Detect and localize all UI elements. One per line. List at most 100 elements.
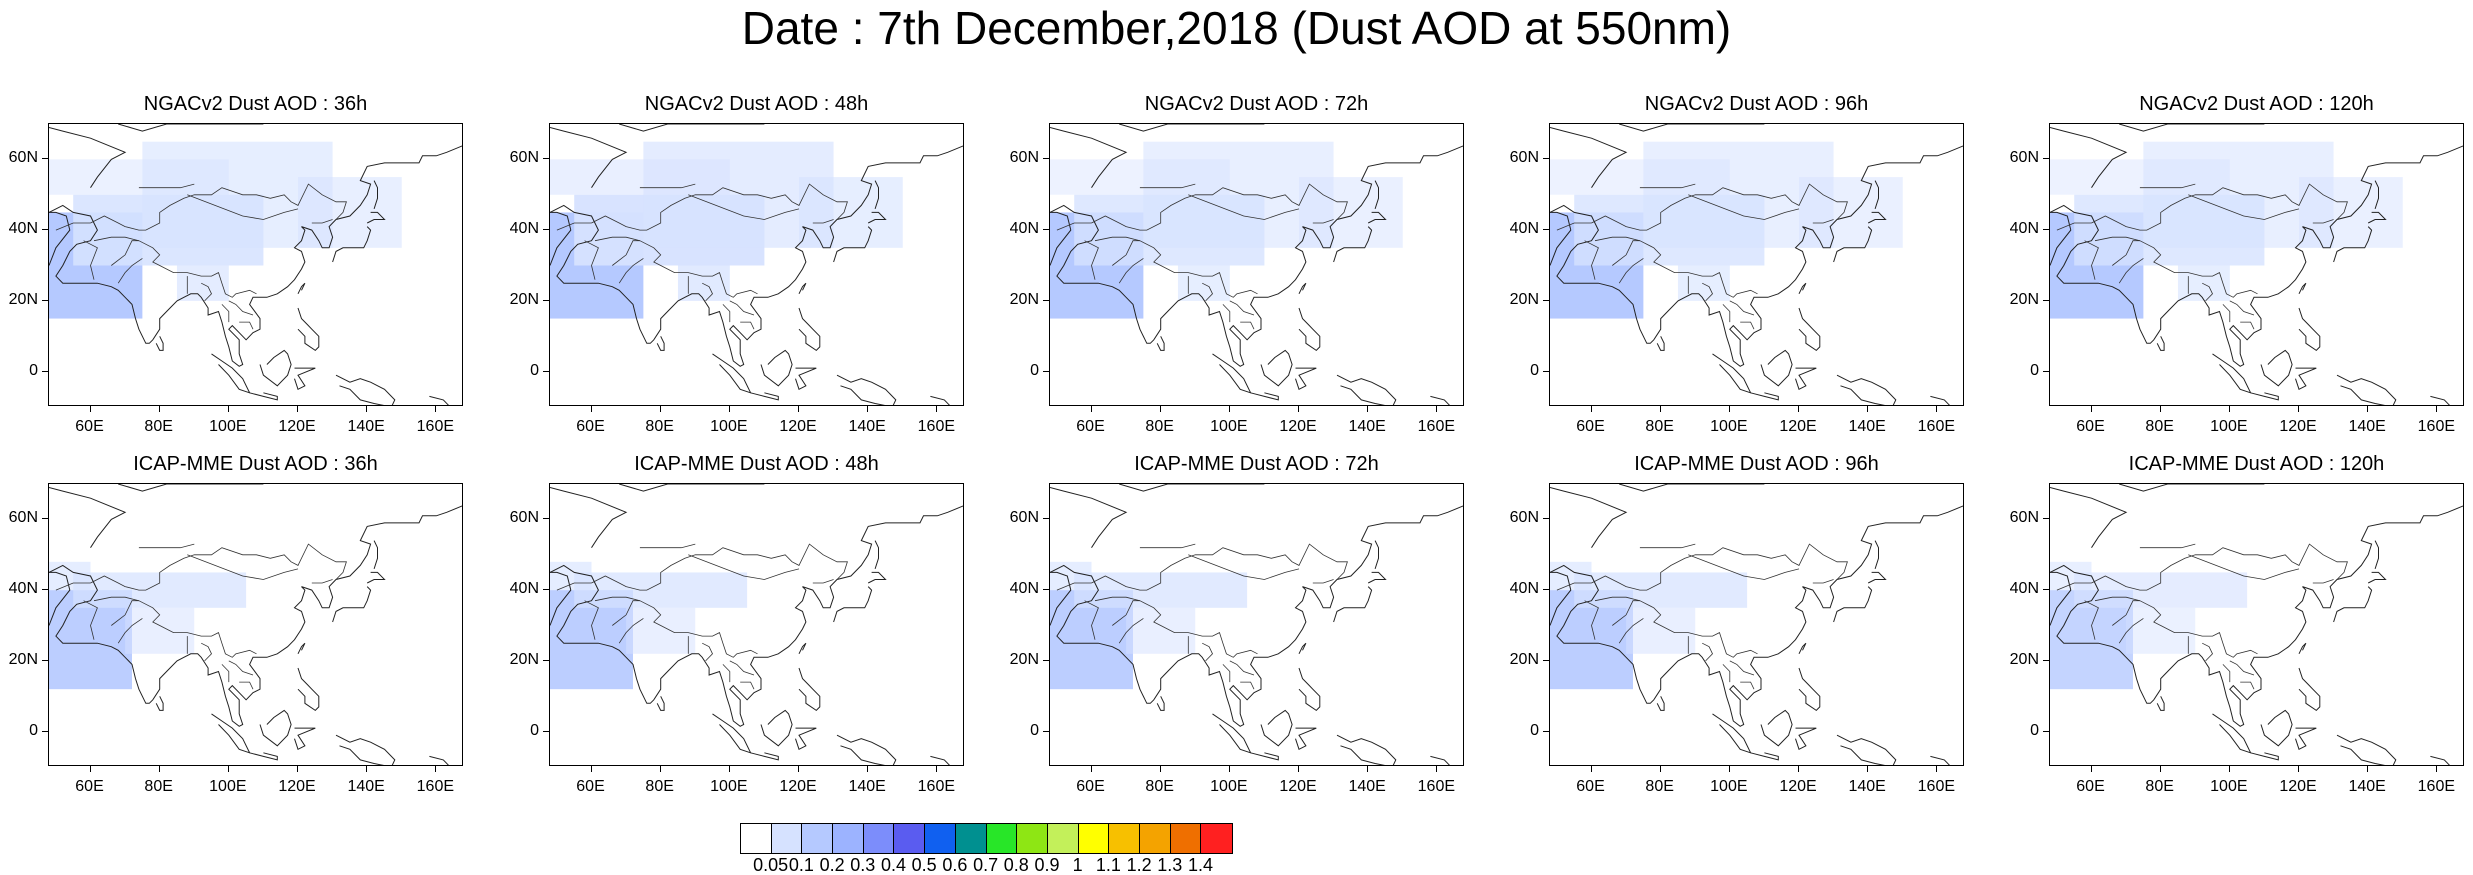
coastline — [1156, 336, 1165, 351]
country-border — [2202, 642, 2213, 662]
coastline — [429, 755, 449, 765]
country-border — [812, 219, 834, 224]
coastline — [49, 487, 127, 548]
longitude-tick-mark — [728, 766, 730, 772]
latitude-tick-mark — [42, 518, 48, 520]
latitude-tick-mark — [1043, 589, 1049, 591]
longitude-tick-label: 140E — [347, 418, 385, 435]
coastline — [1874, 540, 1879, 570]
country-border — [111, 600, 139, 626]
longitude-tick-mark — [2228, 406, 2230, 412]
country-border — [584, 240, 599, 280]
country-border — [138, 543, 195, 549]
coastline — [2336, 374, 2397, 405]
longitude-tick-label: 60E — [2076, 418, 2105, 435]
country-border — [1740, 321, 1755, 330]
latitude-tick-label: 0 — [1530, 721, 1539, 739]
longitude-tick-mark — [89, 406, 91, 412]
longitude-tick-mark — [1590, 766, 1592, 772]
latitude-tick-mark — [543, 659, 549, 661]
latitude-tick-label: 40N — [2009, 220, 2039, 238]
country-border — [187, 554, 299, 580]
latitude-tick-label: 20N — [1009, 650, 1039, 668]
map-svg — [550, 484, 963, 765]
coastline — [2050, 127, 2128, 188]
longitude-tick-mark — [2228, 766, 2230, 772]
country-border — [1312, 579, 1334, 584]
longitude-tick-mark — [2090, 406, 2092, 412]
coastline — [795, 367, 817, 391]
colorbar-box — [863, 824, 895, 853]
longitude-tick-mark — [1367, 766, 1369, 772]
coastline — [1550, 505, 1963, 727]
country-border — [1594, 236, 1758, 298]
coastline — [1250, 752, 1279, 761]
longitude-tick-label: 140E — [2348, 778, 2386, 795]
country-border — [688, 554, 800, 580]
longitude-tick-mark — [1728, 406, 1730, 412]
coastline — [259, 709, 292, 747]
coastline — [49, 127, 127, 188]
longitude-tick-label: 140E — [1348, 778, 1386, 795]
coastline — [1336, 374, 1397, 405]
country-border — [2202, 282, 2213, 302]
coastline — [1798, 282, 1807, 295]
latitude-tick-mark — [1043, 158, 1049, 160]
longitude-tick-mark — [2298, 766, 2299, 772]
latitude-tick-mark — [2043, 589, 2049, 591]
longitude-tick-label: 160E — [1917, 778, 1956, 795]
country-border — [702, 642, 713, 662]
country-border — [1091, 183, 1348, 231]
coastline — [750, 752, 779, 761]
country-border — [556, 222, 592, 231]
coastline — [550, 505, 963, 727]
figure-title: Date : 7th December,2018 (Dust AOD at 55… — [741, 2, 1732, 54]
country-border — [201, 282, 212, 302]
longitude-tick-label: 160E — [2417, 418, 2456, 435]
coastline — [1836, 734, 1897, 765]
longitude-tick-mark — [158, 766, 160, 772]
latitude-tick-label: 0 — [1030, 721, 1039, 739]
coastline — [2050, 505, 2463, 727]
longitude-tick-mark — [227, 406, 229, 412]
coastline — [294, 727, 316, 751]
longitude-tick-mark — [867, 406, 869, 412]
coastline — [2367, 571, 2387, 584]
colorbar-box — [955, 824, 987, 853]
coastline — [1212, 353, 1252, 394]
country-border — [117, 618, 143, 644]
coastline — [1712, 713, 1752, 754]
latitude-tick-mark — [1043, 518, 1049, 520]
colorbar-box — [894, 824, 926, 853]
colorbar-label: 0.1 — [788, 855, 814, 875]
latitude-tick-mark — [42, 370, 48, 372]
longitude-tick-mark — [936, 406, 938, 412]
longitude-tick-mark — [435, 766, 437, 772]
coastline — [833, 226, 873, 263]
country-border — [1188, 194, 1300, 220]
longitude-tick-label: 100E — [1210, 418, 1248, 435]
longitude-tick-label: 120E — [1279, 418, 1317, 435]
longitude-tick-label: 100E — [1210, 778, 1248, 795]
country-border — [311, 579, 333, 584]
colorbar-box — [1017, 824, 1048, 853]
coastline — [1295, 367, 1317, 391]
longitude-tick-label: 100E — [2210, 778, 2248, 795]
coastline — [429, 395, 449, 405]
latitude-tick-mark — [2043, 229, 2049, 231]
colorbar — [740, 823, 1233, 854]
longitude-tick-mark — [1367, 406, 1369, 412]
latitude-tick-label: 40N — [1509, 220, 1539, 238]
country-border — [1312, 219, 1334, 224]
country-border — [1702, 282, 1713, 302]
coastline — [332, 226, 372, 263]
latitude-tick-label: 60N — [509, 509, 539, 527]
latitude-tick-mark — [1543, 158, 1549, 160]
latitude-tick-mark — [1043, 730, 1049, 732]
coastline — [1250, 392, 1279, 401]
latitude-tick-label: 40N — [8, 580, 38, 598]
coastline — [1336, 734, 1397, 765]
coastline — [1333, 226, 1373, 263]
coastline — [1430, 755, 1450, 765]
country-border — [1612, 240, 1640, 266]
